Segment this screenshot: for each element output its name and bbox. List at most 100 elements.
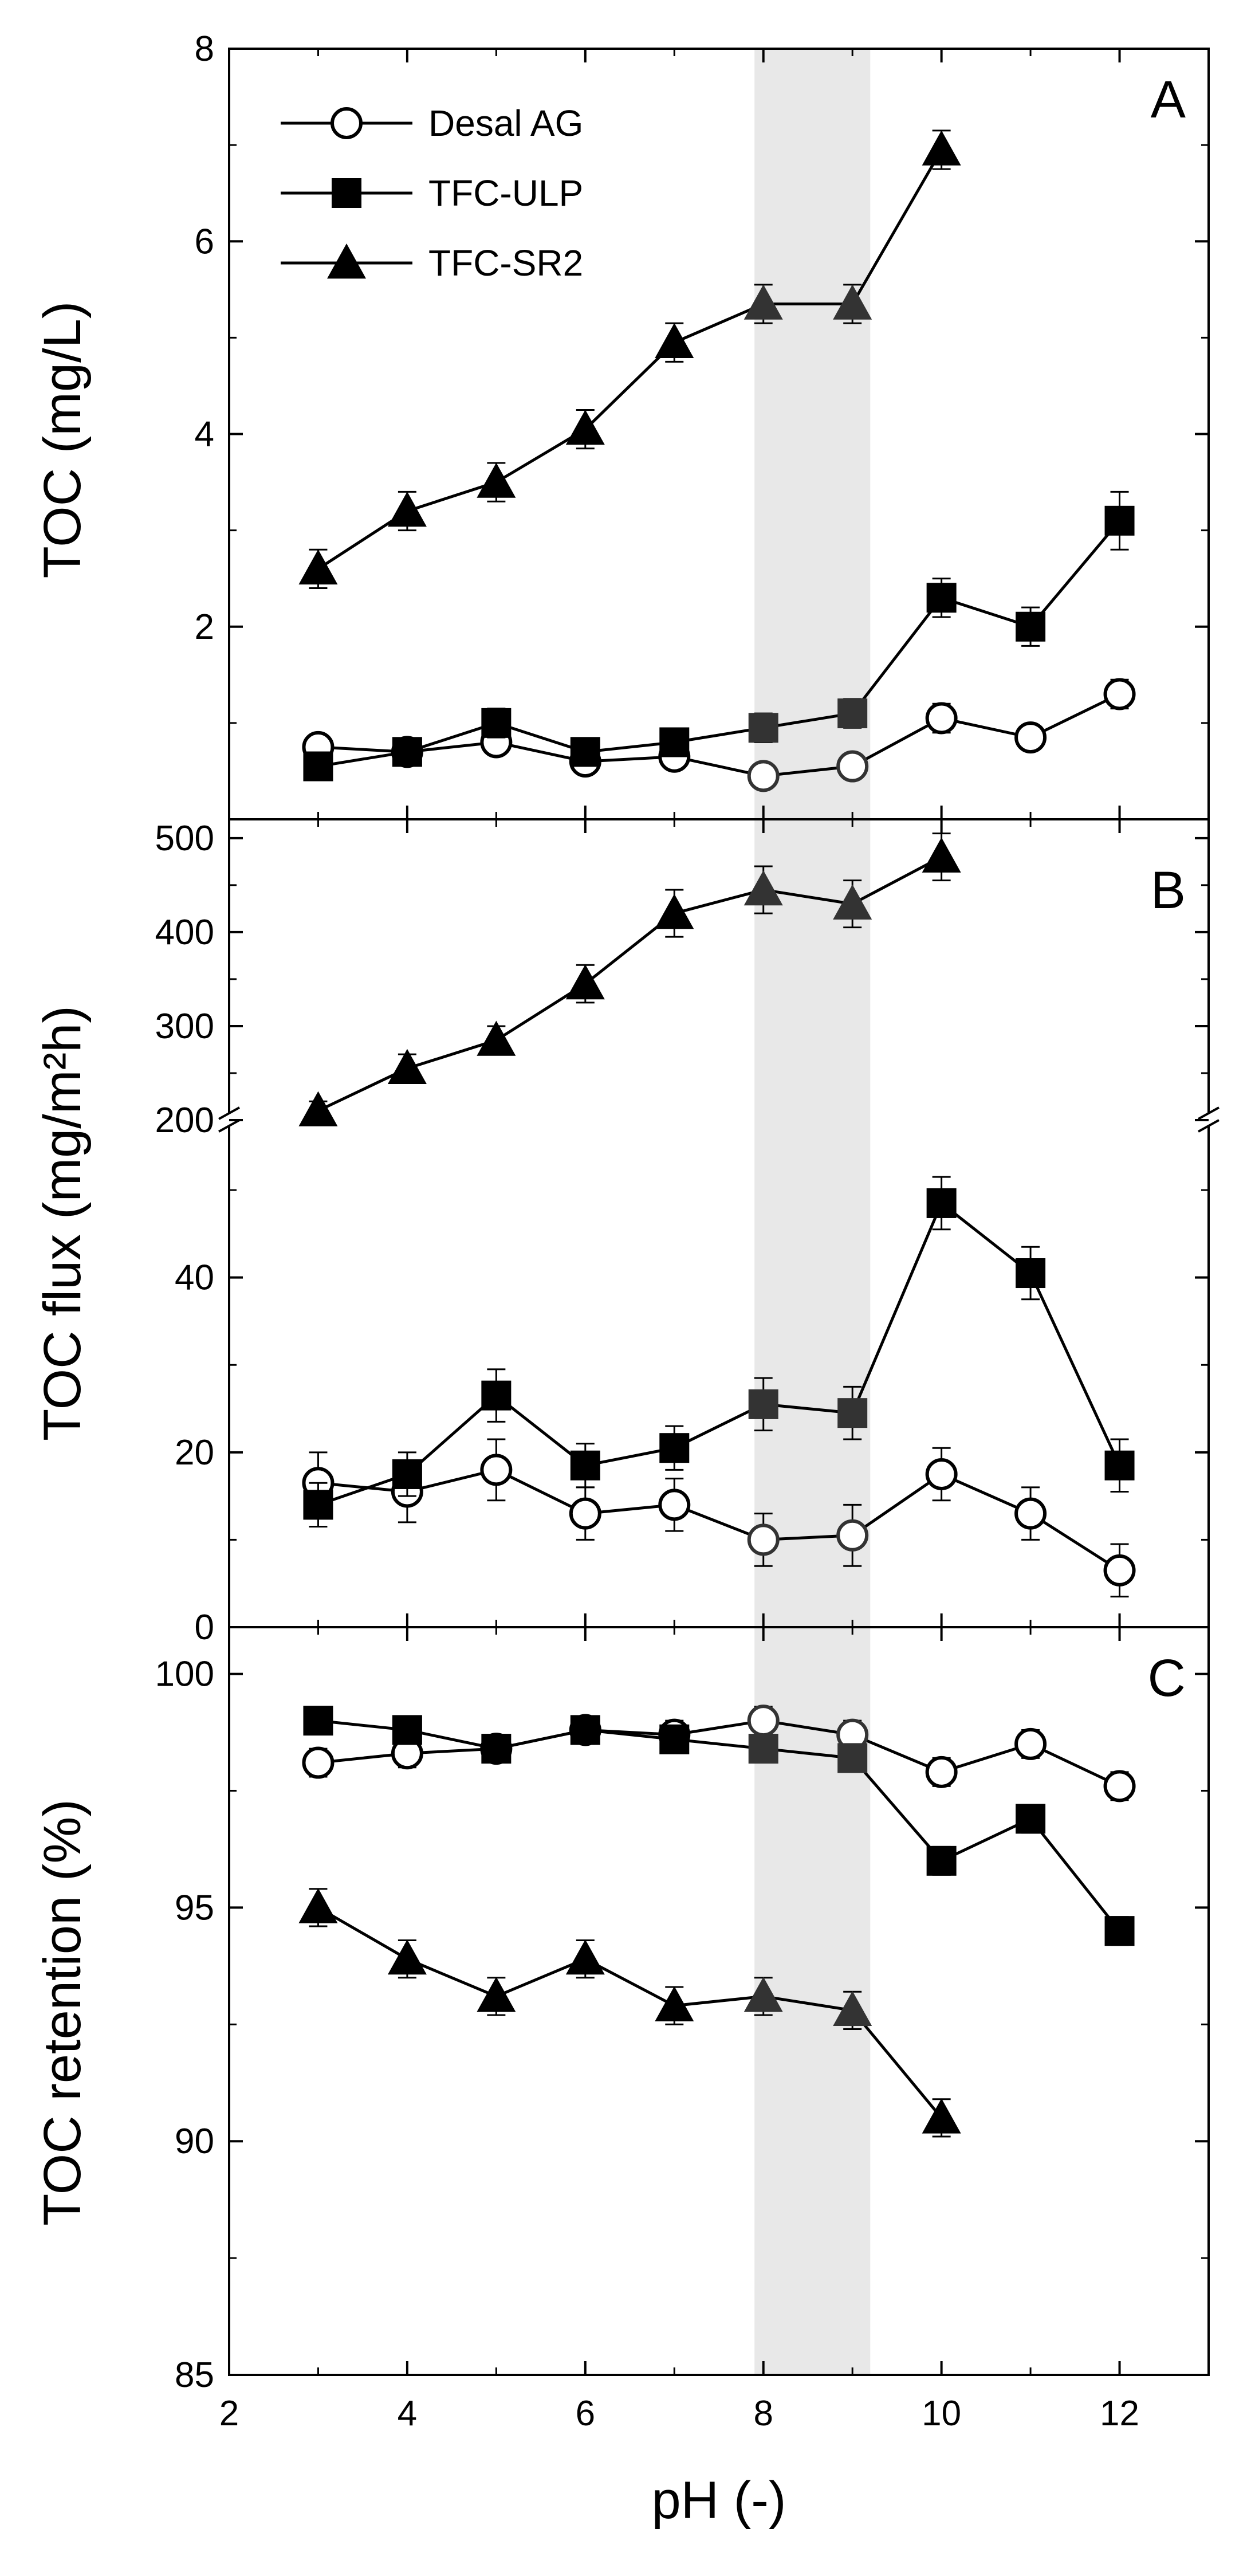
panel-c-line-tfc-sr2: [317, 1906, 943, 2119]
panel-c-point-tfc-ulp: [570, 1715, 600, 1745]
panel-c-point-desal-ag: [302, 1746, 335, 1779]
panel-b-point-desal-ag: [569, 1497, 601, 1530]
panel-c-point-tfc-sr2: [833, 1990, 872, 2027]
panel-b-point-tfc-ulp: [748, 1389, 778, 1419]
panel-c-point-tfc-ulp: [303, 1706, 333, 1736]
legend-marker-desal-ag: [331, 107, 363, 139]
panel-a-point-tfc-sr2: [298, 549, 338, 585]
panel-c-y-tick-label: 100: [155, 1655, 214, 1694]
panel-b-point-tfc-ulp: [1104, 1450, 1135, 1481]
panel-b-series-tfc-sr2: [298, 833, 961, 1126]
panel-c-point-tfc-sr2: [743, 1977, 783, 2012]
panel-b-point-tfc-sr2: [922, 837, 961, 873]
panel-b-point-tfc-sr2: [655, 894, 694, 929]
panel-c-point-desal-ag: [1014, 1727, 1047, 1760]
panel-c-point-tfc-ulp: [748, 1734, 778, 1764]
shaded-ph-band: [754, 49, 871, 2375]
panel-a-point-tfc-sr2: [743, 284, 783, 320]
panel-b-series-desal-ag: [302, 1438, 1136, 1598]
legend-marker-tfc-sr2: [327, 244, 366, 279]
panel-letter-c: C: [1148, 1649, 1186, 1707]
panel-b-point-tfc-sr2: [387, 1049, 427, 1084]
panel-b-point-desal-ag: [1103, 1554, 1136, 1587]
panel-b-lower-y-tick-label: 40: [175, 1258, 214, 1298]
panel-c-y-tick-label: 90: [175, 2122, 214, 2161]
x-tick-label: 4: [398, 2394, 417, 2433]
panel-a-point-tfc-ulp: [1104, 505, 1135, 536]
x-tick-label: 2: [219, 2394, 239, 2433]
panel-c-line-desal-ag: [318, 1719, 1120, 1788]
panel-c-point-tfc-ulp: [837, 1743, 868, 1773]
panel-b-point-tfc-sr2: [477, 1020, 516, 1056]
panel-a-line-tfc-sr2: [317, 149, 943, 570]
panel-c-y-axis-title: TOC retention (%): [33, 1799, 92, 2226]
panel-c-point-tfc-sr2: [298, 1888, 338, 1923]
panel-a-point-tfc-sr2: [477, 462, 516, 498]
panel-b-y-axis-title: TOC flux (mg/m²h): [33, 1006, 92, 1441]
panel-b-point-desal-ag: [747, 1523, 780, 1556]
panel-b-upper-y-tick-label: 200: [155, 1101, 214, 1140]
panel-b-upper-y-tick-label: 300: [155, 1007, 214, 1046]
panel-a-point-tfc-ulp: [481, 708, 512, 738]
panel-c-point-tfc-ulp: [481, 1734, 512, 1764]
panel-a-point-tfc-ulp: [837, 698, 868, 729]
panel-b-line-desal-ag: [318, 1468, 1120, 1572]
x-tick-label: 6: [576, 2394, 595, 2433]
panel-a-y-tick-label: 6: [195, 222, 214, 261]
panel-b-point-tfc-ulp: [837, 1398, 868, 1428]
panel-a-point-tfc-sr2: [655, 323, 694, 358]
panel-b-lower-y-tick-label: 20: [175, 1433, 214, 1472]
panel-c-series-tfc-ulp: [303, 1706, 1135, 1946]
panel-b-point-tfc-ulp: [926, 1188, 957, 1218]
x-tick-label: 8: [753, 2394, 773, 2433]
panel-b-point-desal-ag: [658, 1489, 691, 1521]
panel-a-y-tick-label: 4: [195, 415, 214, 454]
panel-letter-b: B: [1151, 861, 1186, 920]
panel-c-point-tfc-sr2: [387, 1939, 427, 1975]
panel-a-series-tfc-sr2: [298, 129, 961, 589]
axis-break-mark: [1198, 1119, 1219, 1133]
panel-c-point-tfc-sr2: [565, 1939, 605, 1975]
panel-b-point-desal-ag: [1014, 1497, 1047, 1530]
panel-b-upper-y-tick-label: 400: [155, 913, 214, 952]
panel-c-series-tfc-sr2: [298, 1888, 961, 2138]
panel-a-line-desal-ag: [318, 693, 1120, 777]
x-axis-title: pH (-): [651, 2471, 786, 2530]
panel-a-point-tfc-ulp: [659, 727, 690, 757]
panel-b-point-desal-ag: [836, 1519, 869, 1552]
panel-b-point-tfc-ulp: [392, 1459, 422, 1489]
panel-c-point-tfc-sr2: [922, 2098, 961, 2134]
panel-b-point-tfc-sr2: [298, 1091, 338, 1126]
panel-a-point-desal-ag: [925, 702, 958, 735]
panel-a-point-tfc-ulp: [303, 751, 333, 782]
axis-break-mark: [218, 1106, 240, 1120]
panel-b-point-tfc-ulp: [481, 1380, 512, 1411]
legend-label: Desal AG: [428, 103, 583, 144]
panel-a-point-desal-ag: [1103, 678, 1136, 710]
panel-c-point-desal-ag: [1103, 1770, 1136, 1803]
panel-c-point-tfc-sr2: [477, 1977, 516, 2012]
panel-a-point-desal-ag: [1014, 721, 1047, 754]
panel-c-line-tfc-ulp: [318, 1719, 1121, 1932]
panel-a-y-axis-title: TOC (mg/L): [33, 301, 92, 579]
panel-c-point-tfc-ulp: [392, 1715, 422, 1745]
panel-c-point-tfc-ulp: [926, 1845, 957, 1876]
panel-b-line-tfc-sr2: [317, 855, 942, 1112]
panel-b-point-tfc-ulp: [659, 1433, 690, 1463]
panel-c-point-tfc-ulp: [1104, 1916, 1135, 1946]
panel-a-point-tfc-sr2: [833, 284, 872, 320]
panel-b-point-tfc-sr2: [743, 870, 783, 906]
panel-b-lower-y-tick-label: 0: [195, 1608, 214, 1647]
panel-b-series-tfc-ulp: [303, 1176, 1135, 1528]
panel-b-point-tfc-ulp: [303, 1490, 333, 1520]
panel-c-point-tfc-ulp: [1016, 1804, 1046, 1834]
panel-c-point-tfc-ulp: [659, 1724, 690, 1754]
panel-c-point-desal-ag: [925, 1756, 958, 1788]
panel-letter-a: A: [1151, 70, 1186, 129]
axis-break-mark: [1198, 1106, 1219, 1120]
panel-b-point-tfc-sr2: [565, 964, 605, 1000]
panel-a-y-tick-label: 8: [195, 29, 214, 69]
x-tick-label: 10: [922, 2394, 961, 2433]
panel-a-point-tfc-ulp: [392, 737, 422, 767]
